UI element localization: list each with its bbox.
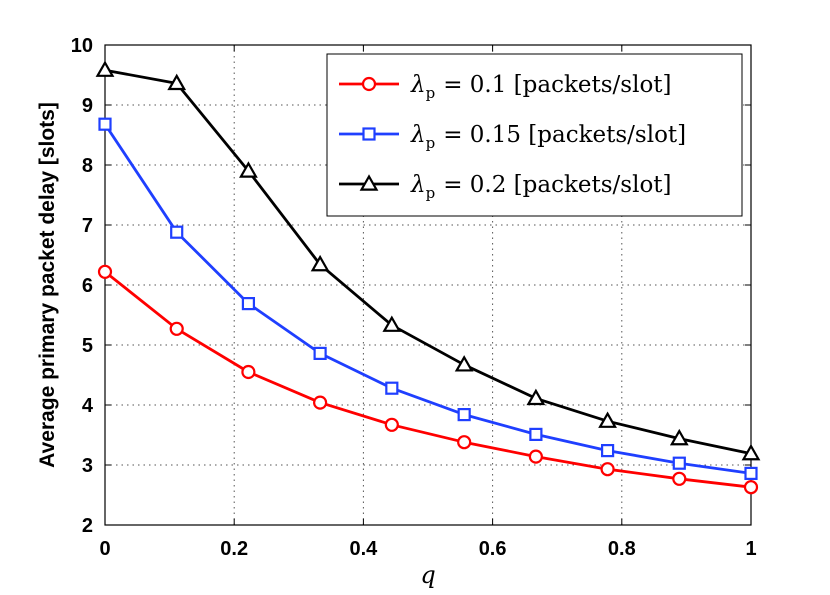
data-point (672, 456, 686, 470)
legend-entry: λp = 0.1 [packets/slot] (339, 72, 672, 102)
data-point (310, 254, 330, 272)
data-point (239, 161, 258, 178)
data-point (526, 388, 546, 406)
data-point (741, 443, 761, 461)
data-point (313, 346, 327, 360)
x-tick-label: 0.8 (608, 538, 636, 560)
y-tick-label: 8 (82, 155, 93, 177)
data-point (743, 480, 759, 495)
data-point (169, 321, 184, 336)
data-point (600, 444, 615, 458)
y-tick-label: 6 (82, 275, 93, 297)
y-tick-label: 4 (82, 395, 94, 417)
data-point (384, 417, 399, 432)
legend-entry: λp = 0.2 [packets/slot] (339, 172, 672, 202)
series-line (104, 68, 752, 455)
axis-ticks: 0 0.2 0.4 0.6 0.8 1 2 3 4 5 6 7 8 9 10 (71, 35, 757, 560)
legend-marker (361, 76, 377, 92)
data-point (98, 117, 112, 131)
legend-label: λp = 0.15 [packets/slot] (410, 122, 686, 152)
data-point (382, 315, 402, 332)
legend-label: λp = 0.2 [packets/slot] (410, 172, 672, 202)
legend: λp = 0.1 [packets/slot] λp = 0.15 [packets/… (326, 53, 743, 217)
data-point (454, 355, 474, 372)
series-2 (98, 117, 758, 480)
x-tick-label: 0 (99, 538, 110, 560)
y-tick-label: 10 (71, 35, 93, 57)
y-tick-label: 7 (82, 215, 93, 237)
series-3 (95, 60, 761, 461)
series-line (104, 270, 752, 489)
x-tick-label: 0.2 (220, 538, 248, 560)
data-point (672, 471, 687, 486)
data-point (167, 73, 187, 91)
data-point (241, 364, 256, 380)
data-point (385, 381, 399, 395)
x-tick-label: 0.6 (479, 538, 507, 560)
data-point (95, 60, 115, 77)
x-tick-label: 0.4 (349, 538, 378, 560)
data-point (313, 395, 328, 410)
y-tick-label: 2 (82, 515, 93, 537)
series-1 (97, 264, 759, 495)
legend-label: λp = 0.1 [packets/slot] (410, 72, 672, 102)
series-group (95, 60, 761, 495)
y-axis-label: Average primary packet delay [slots] (36, 102, 59, 468)
data-point (744, 466, 758, 480)
x-tick-label: 1 (745, 538, 756, 560)
legend-marker (362, 127, 376, 141)
y-tick-label: 5 (82, 335, 93, 357)
series-line (103, 123, 752, 475)
data-point (598, 411, 617, 428)
data-point (669, 428, 689, 446)
y-tick-label: 3 (82, 455, 93, 477)
data-point (170, 225, 184, 239)
legend-entry: λp = 0.15 [packets/slot] (339, 122, 686, 152)
legend-marker (359, 174, 379, 191)
data-point (457, 408, 471, 422)
data-point (97, 264, 113, 279)
data-point (241, 297, 256, 311)
data-point (600, 462, 615, 477)
y-tick-label: 9 (82, 95, 93, 117)
data-point (457, 435, 472, 450)
x-axis-label: q (420, 561, 435, 589)
data-point (529, 427, 543, 441)
data-point (528, 449, 543, 464)
